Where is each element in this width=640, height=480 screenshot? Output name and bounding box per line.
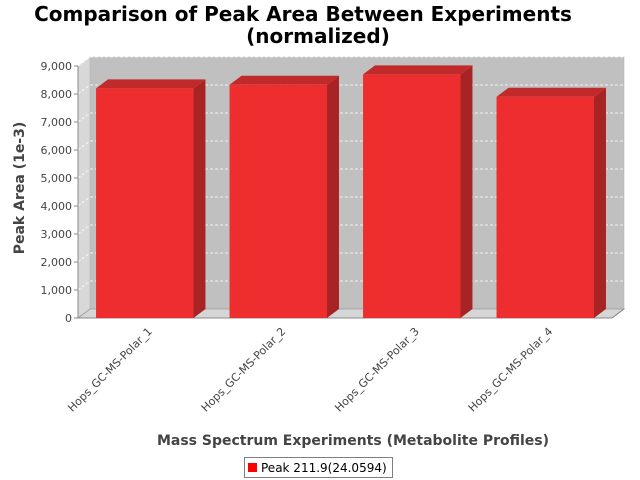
bar <box>229 75 339 318</box>
gridline-diagonal <box>77 224 91 235</box>
bar-top <box>496 87 606 97</box>
y-tick-label: 1,000 <box>41 284 73 297</box>
bar-front <box>229 84 327 318</box>
gridline-diagonal <box>77 140 91 151</box>
x-axis-ticks: Hops_GC-MS-Polar_1 Hops_GC-MS-Polar_2 Hops… <box>65 325 555 415</box>
bar-side <box>193 79 206 319</box>
y-tick-label: 0 <box>65 312 72 325</box>
gridline-diagonal <box>77 168 91 179</box>
bar <box>496 87 606 318</box>
bar-side <box>326 75 339 318</box>
gridline-diagonal <box>77 84 91 95</box>
y-axis-ticks: 0 1,000 2,000 3,000 4,000 5,000 6,000 7,000 8,00… <box>41 60 78 325</box>
y-tick-label: 9,000 <box>41 60 73 73</box>
x-tick-label: Hops_GC-MS-Polar_4 <box>466 325 556 415</box>
gridline-diagonal <box>77 112 91 123</box>
legend: Peak 211.9(24.0594) <box>244 457 393 478</box>
y-tick-label: 5,000 <box>41 172 73 185</box>
bar-side <box>593 87 606 318</box>
bar-side <box>460 65 473 319</box>
bars-group <box>96 65 606 319</box>
bar-top <box>229 75 339 85</box>
y-tick-label: 3,000 <box>41 228 73 241</box>
bar <box>363 65 473 319</box>
gridline-diagonal <box>77 280 91 291</box>
y-tick-label: 2,000 <box>41 256 73 269</box>
x-tick-label: Hops_GC-MS-Polar_2 <box>199 325 289 415</box>
legend-swatch <box>248 463 257 472</box>
gridline-diagonal <box>77 56 91 67</box>
x-tick-label: Hops_GC-MS-Polar_3 <box>332 325 422 415</box>
x-tick-label: Hops_GC-MS-Polar_1 <box>65 325 155 415</box>
legend-label: Peak 211.9(24.0594) <box>261 460 387 475</box>
bar-top <box>96 79 206 89</box>
y-axis-title: Peak Area (1e-3) <box>12 122 28 255</box>
bar-front <box>96 88 194 319</box>
y-tick-label: 8,000 <box>41 88 73 101</box>
bar-top <box>363 65 473 75</box>
plot-left-wall <box>78 57 90 318</box>
chart-title-line-2: (normalized) <box>246 24 390 48</box>
y-tick-label: 6,000 <box>41 144 73 157</box>
bar-front <box>496 96 594 318</box>
gridline-diagonal <box>77 252 91 263</box>
chart-title-line-1: Comparison of Peak Area Between Experime… <box>34 2 572 26</box>
x-axis-title: Mass Spectrum Experiments (Metabolite Pr… <box>157 433 549 449</box>
bar <box>96 79 206 319</box>
gridline-diagonal <box>77 196 91 207</box>
floor-edge <box>611 308 625 319</box>
y-tick-label: 7,000 <box>41 116 73 129</box>
y-tick-label: 4,000 <box>41 200 73 213</box>
bar-front <box>363 74 461 319</box>
